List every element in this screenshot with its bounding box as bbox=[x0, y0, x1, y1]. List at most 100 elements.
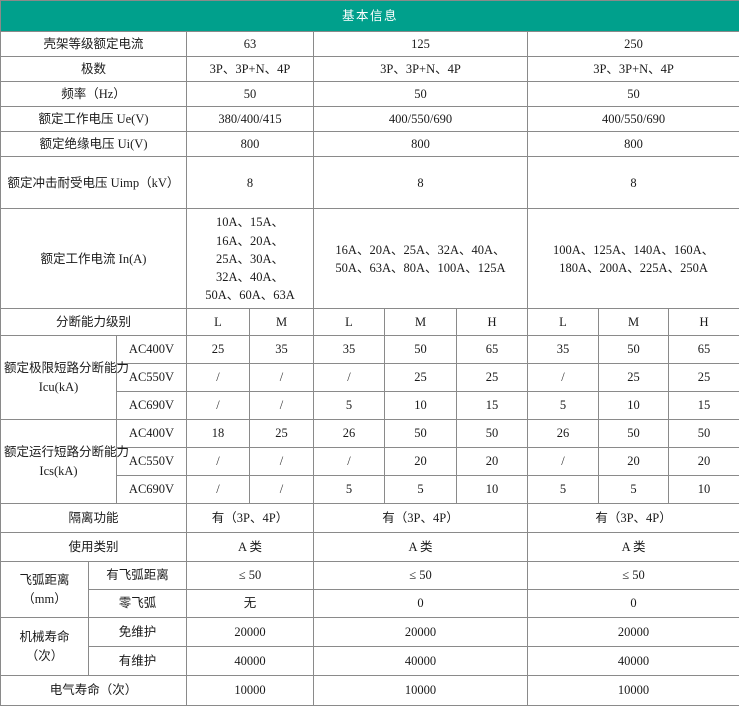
in-63: 10A、15A、16A、20A、25A、30A、32A、40A、50A、60A、… bbox=[186, 208, 314, 309]
usage-category-125: A 类 bbox=[313, 532, 528, 562]
ics-sublabel-ac550v: AC550V bbox=[116, 447, 187, 476]
ics-ac550v-63-m: / bbox=[249, 447, 314, 476]
icu-sublabel-ac550v: AC550V bbox=[116, 363, 187, 392]
row-label-in: 额定工作电流 In(A) bbox=[0, 208, 187, 309]
capacity-class-63-l: L bbox=[186, 308, 250, 336]
icu-ac690v-250-m: 10 bbox=[598, 391, 669, 420]
row-label-icu: 额定极限短路分断能力 Icu(kA) bbox=[0, 335, 129, 420]
icu-ac690v-250-l: 5 bbox=[527, 391, 599, 420]
usage-category-63: A 类 bbox=[186, 532, 314, 562]
in-125: 16A、20A、25A、32A、40A、50A、63A、80A、100A、125… bbox=[313, 208, 528, 309]
ui-125: 800 bbox=[313, 131, 528, 158]
ics-ac400v-125-m: 50 bbox=[384, 419, 457, 448]
frame-value-125: 125 bbox=[313, 30, 528, 58]
ics-ac400v-125-l: 26 bbox=[313, 419, 385, 448]
icu-ac550v-125-l: / bbox=[313, 363, 385, 392]
ics-ac550v-125-h: 20 bbox=[456, 447, 528, 476]
icu-ac690v-250-h: 15 bbox=[667, 391, 739, 420]
usage-category-250: A 类 bbox=[526, 532, 739, 562]
ics-ac690v-125-h: 10 bbox=[456, 475, 528, 504]
icu-ac550v-250-m: 25 bbox=[598, 363, 669, 392]
ue-63: 380/400/415 bbox=[186, 106, 314, 133]
mech-free-250: 20000 bbox=[526, 617, 739, 647]
capacity-class-250-m: M bbox=[598, 308, 669, 336]
frame-value-250: 250 bbox=[526, 30, 739, 58]
ics-ac550v-125-m: 20 bbox=[384, 447, 457, 476]
ue-250: 400/550/690 bbox=[526, 106, 739, 133]
ui-250: 800 bbox=[526, 131, 739, 158]
uimp-63: 8 bbox=[186, 156, 314, 210]
icu-ac690v-125-h: 15 bbox=[456, 391, 528, 420]
frequency-250: 50 bbox=[526, 81, 739, 108]
ue-125: 400/550/690 bbox=[313, 106, 528, 133]
in-250: 100A、125A、140A、160A、180A、200A、225A、250A bbox=[526, 208, 739, 309]
icu-ac400v-125-l: 35 bbox=[313, 335, 385, 364]
ics-ac550v-250-m: 20 bbox=[598, 447, 669, 476]
row-label-ics: 额定运行短路分断能力 Ics(kA) bbox=[0, 419, 129, 504]
ics-ac690v-125-l: 5 bbox=[313, 475, 385, 504]
ics-ac400v-250-h: 50 bbox=[667, 419, 739, 448]
icu-ac550v-250-h: 25 bbox=[667, 363, 739, 392]
icu-ac400v-250-l: 35 bbox=[527, 335, 599, 364]
ics-ac550v-250-h: 20 bbox=[667, 447, 739, 476]
mech-maint-125: 40000 bbox=[313, 646, 528, 676]
page-title: 基本信息 bbox=[0, 0, 739, 32]
ics-ac550v-125-l: / bbox=[313, 447, 385, 476]
row-label-arc-distance: 飞弧距离（mm） bbox=[0, 561, 89, 618]
row-label-uimp: 额定冲击耐受电压 Uimp（kV） bbox=[0, 156, 187, 210]
row-label-ue: 额定工作电压 Ue(V) bbox=[0, 106, 187, 133]
arc-sublabel-zero-arc: 零飞弧 bbox=[88, 589, 187, 618]
ics-ac400v-250-m: 50 bbox=[598, 419, 669, 448]
ics-ac690v-250-h: 10 bbox=[667, 475, 739, 504]
icu-sublabel-ac690v: AC690V bbox=[116, 391, 187, 420]
row-label-usage-category: 使用类别 bbox=[0, 532, 187, 562]
mech-sublabel-maintenance-free: 免维护 bbox=[88, 617, 187, 647]
arc-zero-63: 无 bbox=[186, 589, 314, 618]
ics-ac690v-125-m: 5 bbox=[384, 475, 457, 504]
mech-maint-63: 40000 bbox=[186, 646, 314, 676]
icu-ac690v-63-m: / bbox=[249, 391, 314, 420]
isolation-63: 有（3P、4P） bbox=[186, 503, 314, 533]
mech-sublabel-with-maintenance: 有维护 bbox=[88, 646, 187, 676]
capacity-class-250-l: L bbox=[527, 308, 599, 336]
icu-ac550v-63-m: / bbox=[249, 363, 314, 392]
ui-63: 800 bbox=[186, 131, 314, 158]
poles-125: 3P、3P+N、4P bbox=[313, 56, 528, 83]
arc-zero-125: 0 bbox=[313, 589, 528, 618]
mech-free-125: 20000 bbox=[313, 617, 528, 647]
arc-zero-250: 0 bbox=[526, 589, 739, 618]
frame-value-63: 63 bbox=[186, 30, 314, 58]
row-label-electrical-life: 电气寿命（次） bbox=[0, 675, 187, 706]
icu-ac400v-125-h: 65 bbox=[456, 335, 528, 364]
capacity-class-63-m: M bbox=[249, 308, 314, 336]
ics-ac690v-250-l: 5 bbox=[527, 475, 599, 504]
poles-63: 3P、3P+N、4P bbox=[186, 56, 314, 83]
row-label-mechanical-life: 机械寿命（次） bbox=[0, 617, 89, 676]
isolation-250: 有（3P、4P） bbox=[526, 503, 739, 533]
capacity-class-125-h: H bbox=[456, 308, 528, 336]
capacity-class-250-h: H bbox=[667, 308, 739, 336]
frequency-63: 50 bbox=[186, 81, 314, 108]
frequency-125: 50 bbox=[313, 81, 528, 108]
uimp-125: 8 bbox=[313, 156, 528, 210]
icu-ac690v-125-m: 10 bbox=[384, 391, 457, 420]
icu-ac400v-63-l: 25 bbox=[186, 335, 250, 364]
capacity-class-125-l: L bbox=[313, 308, 385, 336]
electrical-life-250: 10000 bbox=[526, 675, 739, 706]
row-label-capacity-class: 分断能力级别 bbox=[0, 308, 187, 336]
isolation-125: 有（3P、4P） bbox=[313, 503, 528, 533]
icu-ac550v-63-l: / bbox=[186, 363, 250, 392]
ics-sublabel-ac400v: AC400V bbox=[116, 419, 187, 448]
ics-ac400v-125-h: 50 bbox=[456, 419, 528, 448]
icu-ac690v-125-l: 5 bbox=[313, 391, 385, 420]
icu-sublabel-ac400v: AC400V bbox=[116, 335, 187, 364]
ics-ac550v-250-l: / bbox=[527, 447, 599, 476]
row-label-ui: 额定绝缘电压 Ui(V) bbox=[0, 131, 187, 158]
mech-maint-250: 40000 bbox=[526, 646, 739, 676]
icu-ac400v-63-m: 35 bbox=[249, 335, 314, 364]
arc-with-63: ≤ 50 bbox=[186, 561, 314, 590]
electrical-life-63: 10000 bbox=[186, 675, 314, 706]
row-label-frame-current: 壳架等级额定电流 bbox=[0, 30, 187, 58]
icu-ac550v-125-m: 25 bbox=[384, 363, 457, 392]
icu-ac400v-125-m: 50 bbox=[384, 335, 457, 364]
